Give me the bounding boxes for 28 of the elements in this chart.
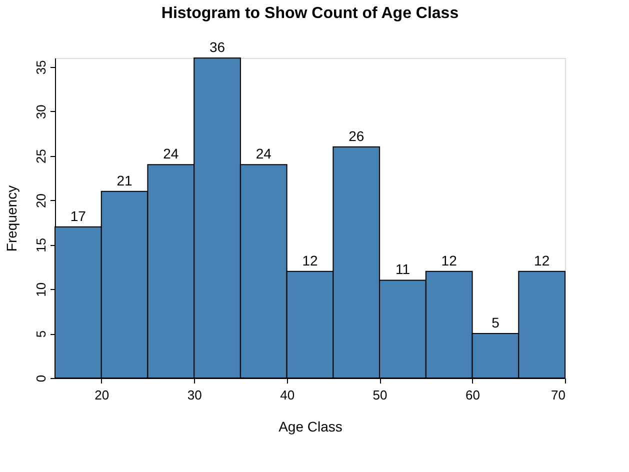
y-tick-label: 25 — [34, 149, 48, 164]
y-tick-label: 0 — [34, 374, 48, 382]
data-label: 24 — [163, 146, 179, 162]
data-label: 5 — [492, 314, 500, 331]
y-axis-title: Frequency — [4, 185, 20, 252]
data-label: 26 — [348, 128, 364, 144]
x-tick-label: 30 — [187, 388, 202, 402]
data-label: 17 — [70, 208, 86, 224]
y-tick-label: 10 — [34, 282, 48, 297]
data-label: 36 — [209, 39, 226, 55]
x-tick-label: 40 — [280, 388, 295, 402]
y-tick-label: 5 — [34, 330, 48, 338]
data-label: 21 — [116, 172, 133, 188]
y-tick-label: 30 — [34, 104, 48, 120]
x-tick-label: 50 — [372, 388, 388, 402]
x-tick-label: 20 — [94, 388, 110, 402]
data-label: 12 — [534, 252, 550, 268]
data-label: 11 — [395, 261, 410, 278]
y-tick-label: 20 — [34, 193, 48, 208]
x-tick-label: 70 — [551, 388, 566, 402]
data-label: 12 — [302, 252, 318, 268]
y-tick-label: 35 — [34, 60, 48, 75]
x-tick-label: 60 — [466, 388, 480, 402]
data-label: 12 — [441, 252, 458, 268]
data-label: 24 — [256, 146, 272, 162]
y-tick-label: 15 — [34, 238, 48, 252]
x-axis-title: Age Class — [278, 418, 342, 434]
chart-title: Histogram to Show Count of Age Class — [161, 5, 459, 22]
